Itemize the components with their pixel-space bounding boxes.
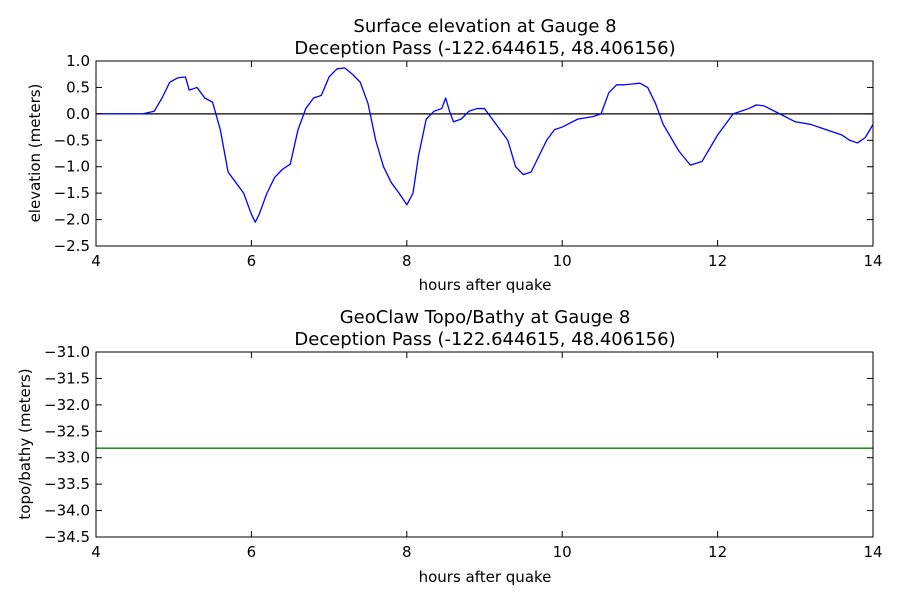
topo-xtick-label: 14: [863, 543, 882, 561]
topo-ytick-label: −34.5: [44, 528, 90, 546]
topo-ytick-label: −34.0: [44, 502, 90, 520]
elevation-ytick-label: 1.0: [66, 52, 90, 70]
topo-panel: GeoClaw Topo/Bathy at Gauge 8 Deception …: [16, 307, 883, 586]
elevation-ytick-label: 0.0: [66, 105, 90, 123]
elevation-panel: Surface elevation at Gauge 8 Deception P…: [26, 16, 883, 294]
elevation-ylabel: elevation (meters): [26, 84, 44, 223]
topo-ytick-label: −31.5: [44, 369, 90, 387]
elevation-xlabel: hours after quake: [419, 276, 552, 294]
elevation-xtick-label: 10: [553, 252, 572, 270]
topo-ylabel: topo/bathy (meters): [16, 368, 34, 519]
topo-ytick-label: −32.0: [44, 396, 90, 414]
topo-xtick-label: 12: [708, 543, 727, 561]
elevation-ytick-label: −1.5: [54, 184, 90, 202]
elevation-xtick-label: 6: [247, 252, 257, 270]
topo-ytick-label: −31.0: [44, 343, 90, 361]
topo-axes-frame: [95, 351, 874, 538]
topo-ytick-label: −32.5: [44, 422, 90, 440]
topo-ytick-label: −33.0: [44, 449, 90, 467]
topo-subtitle: Deception Pass (-122.644615, 48.406156): [294, 329, 675, 350]
elevation-ytick-label: −2.5: [54, 237, 90, 255]
topo-ytick-label: −33.5: [44, 475, 90, 493]
topo-title: GeoClaw Topo/Bathy at Gauge 8: [340, 307, 631, 328]
elevation-ytick-label: −0.5: [54, 131, 90, 149]
topo-xtick-label: 6: [247, 543, 257, 561]
elevation-ytick-label: 0.5: [66, 78, 90, 96]
topo-xtick-label: 8: [402, 543, 412, 561]
elevation-plot-area: 4 6 8 10 12 14 1.0 0.5 0.0 −0.5 −1.0 −1.5 −2.0 −2.5: [54, 52, 883, 270]
elevation-subtitle: Deception Pass (-122.644615, 48.406156): [294, 38, 675, 59]
topo-xlabel: hours after quake: [419, 568, 552, 586]
elevation-xtick-label: 4: [91, 252, 101, 270]
elevation-title: Surface elevation at Gauge 8: [353, 16, 616, 37]
topo-xtick-label: 10: [553, 543, 572, 561]
elevation-xtick-label: 12: [708, 252, 727, 270]
topo-plot-area: 4 6 8 10 12 14 −31.0 −31.5 −32.0 −32.5 −33.0 −33.5 −…: [44, 343, 883, 561]
elevation-ytick-label: −2.0: [54, 211, 90, 229]
elevation-axes-frame: [95, 60, 874, 247]
elevation-series-line: [96, 67, 874, 223]
elevation-xtick-label: 8: [402, 252, 412, 270]
topo-xtick-label: 4: [91, 543, 101, 561]
elevation-ytick-label: −1.0: [54, 158, 90, 176]
elevation-xtick-label: 14: [863, 252, 882, 270]
